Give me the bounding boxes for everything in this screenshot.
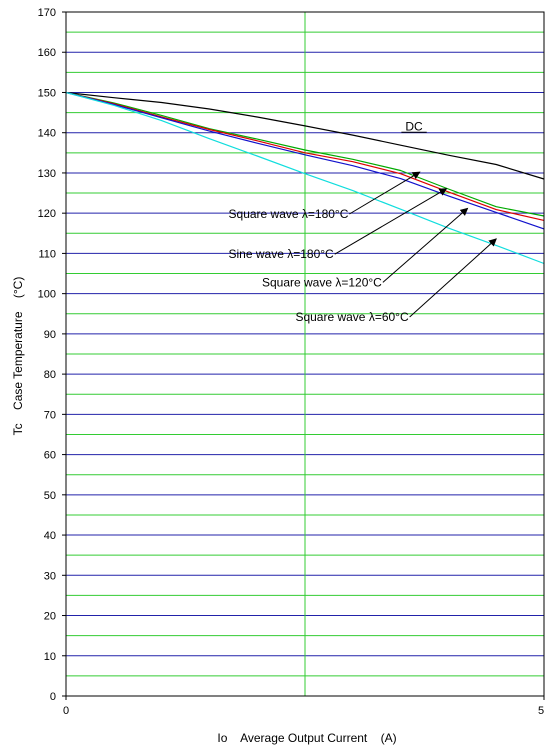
y-tick-label: 170	[38, 7, 56, 19]
series-line-4	[65, 91, 545, 265]
x-axis-title: Io Average Output Current (A)	[217, 731, 396, 745]
annotation-label-0: DC	[405, 119, 423, 133]
y-tick-label: 50	[44, 490, 56, 502]
annotation-arrow-3	[382, 207, 469, 283]
y-tick-label: 100	[38, 289, 56, 301]
y-tick-label: 120	[38, 208, 56, 220]
annotation-label-2: Sine wave λ=180°C	[229, 247, 335, 261]
y-tick-label: 20	[44, 611, 56, 623]
y-axis-title: Tc Case Temperature (°C)	[11, 277, 25, 436]
y-tick-label: 10	[44, 651, 56, 663]
y-tick-label: 70	[44, 409, 56, 421]
annotation-label-3: Square wave λ=120°C	[262, 275, 382, 289]
y-tick-label: 150	[38, 87, 56, 99]
series-line-3	[65, 91, 545, 230]
y-tick-label: 160	[38, 47, 56, 59]
y-tick-label: 130	[38, 168, 56, 180]
series-line-1	[65, 91, 545, 217]
y-tick-label: 140	[38, 128, 56, 140]
y-tick-label: 0	[50, 691, 56, 703]
series-line-0	[65, 91, 545, 180]
x-tick-label: 0	[63, 705, 69, 717]
x-tick-label: 5	[538, 705, 544, 717]
y-axis-ticks: 0 10 20 30 40 50 60 70 80 90 100 110 120 130 140 150 160…	[38, 7, 66, 703]
series-layer	[65, 91, 545, 265]
series-line-2	[65, 91, 545, 221]
y-tick-label: 60	[44, 450, 56, 462]
annotation-label-4: Square wave λ=60°C	[295, 310, 409, 324]
y-tick-label: 80	[44, 369, 56, 381]
y-tick-label: 40	[44, 530, 56, 542]
y-tick-label: 30	[44, 570, 56, 582]
annotation-label-1: Square wave λ=180°C	[229, 207, 349, 221]
annotation-arrow-4	[409, 238, 497, 318]
y-tick-label: 90	[44, 329, 56, 341]
annotation-arrow-1	[349, 171, 421, 215]
annotation-layer: DC Square wave λ=180°C Sine wave λ=180°C Sq…	[229, 119, 497, 324]
plot-frame	[65, 11, 545, 697]
annotation-arrow-2	[334, 188, 448, 255]
y-tick-label: 110	[38, 248, 56, 260]
